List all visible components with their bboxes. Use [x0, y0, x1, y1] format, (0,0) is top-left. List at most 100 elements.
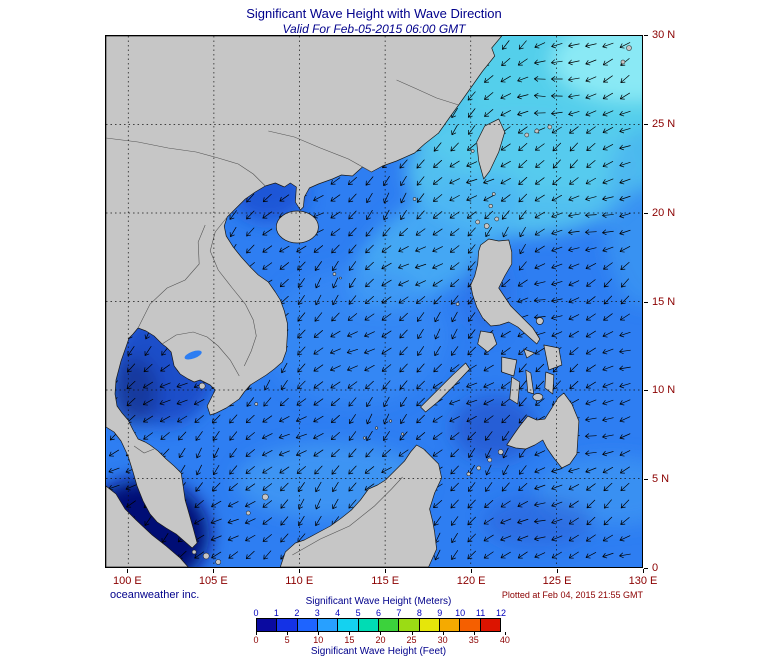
island-masbate	[523, 348, 536, 359]
wave-direction-arrow	[484, 210, 494, 220]
wave-direction-arrow	[365, 295, 374, 305]
wave-direction-arrow	[313, 347, 324, 355]
wave-direction-arrow	[501, 278, 511, 288]
wave-direction-arrow	[143, 381, 154, 389]
island-catanduanes	[535, 317, 544, 325]
wave-direction-arrow	[534, 59, 546, 66]
wave-direction-arrow	[229, 431, 238, 441]
wave-direction-arrow	[347, 313, 358, 321]
wave-direction-arrow	[125, 484, 137, 491]
wave-direction-arrow	[229, 210, 237, 220]
small-islands	[191, 45, 632, 565]
wave-direction-arrow	[416, 176, 425, 186]
wave-direction-arrow	[330, 414, 340, 424]
wave-direction-arrow	[467, 143, 477, 151]
island-taiwan	[476, 118, 506, 180]
wave-direction-arrow	[211, 500, 222, 508]
wave-direction-arrow	[485, 464, 492, 476]
wave-direction-arrow	[602, 195, 614, 202]
wave-direction-arrow	[466, 382, 478, 389]
wave-direction-arrow	[502, 431, 510, 441]
wave-direction-arrow	[449, 160, 460, 168]
wave-direction-arrow	[348, 244, 357, 254]
wave-direction-arrow	[585, 59, 597, 66]
wave-direction-arrow	[467, 227, 476, 237]
wave-direction-arrow	[126, 500, 136, 508]
wave-direction-arrow	[262, 534, 272, 542]
wave-direction-arrow	[330, 431, 340, 441]
wave-direction-arrow	[568, 534, 579, 542]
wave-direction-arrow	[212, 482, 221, 492]
wave-direction-arrow	[534, 501, 546, 508]
wave-direction-arrow	[415, 280, 426, 287]
wave-direction-arrow	[143, 432, 153, 440]
island-bohol	[532, 393, 544, 401]
wave-direction-arrow	[296, 245, 307, 253]
wave-direction-arrow	[568, 517, 579, 525]
wave-direction-arrow	[569, 142, 578, 152]
wave-direction-arrow	[585, 229, 597, 235]
wave-direction-arrow	[176, 382, 188, 389]
wave-direction-arrow	[416, 296, 426, 304]
wave-direction-arrow	[348, 414, 356, 424]
wave-direction-arrow	[313, 364, 324, 372]
wave-direction-arrow	[568, 500, 579, 508]
wave-direction-arrow	[212, 414, 221, 424]
wave-direction-arrow	[262, 450, 273, 457]
island-luzon	[470, 238, 541, 345]
wave-direction-arrow	[586, 534, 596, 542]
wave-direction-arrow	[517, 93, 529, 100]
wave-direction-arrow	[585, 450, 597, 456]
wave-direction-arrow	[620, 517, 630, 525]
wave-direction-arrow	[551, 194, 562, 202]
feet-tick-label: 5	[284, 635, 290, 645]
wave-direction-arrow	[262, 193, 272, 203]
legend-color-cell	[297, 619, 318, 631]
wave-direction-arrow	[551, 59, 563, 66]
wave-direction-arrow	[364, 466, 375, 474]
wave-direction-arrow	[451, 328, 458, 340]
wave-direction-arrow	[246, 397, 254, 407]
credit: oceanweather inc.	[110, 589, 200, 601]
wave-direction-arrow	[586, 126, 596, 134]
wave-direction-arrow	[451, 311, 458, 323]
meters-tick-label: 3	[314, 608, 320, 618]
wave-direction-arrow	[502, 447, 509, 459]
wave-direction-arrow	[519, 243, 526, 255]
legend-color-cell	[338, 619, 359, 631]
wave-direction-arrow	[534, 347, 545, 355]
wave-direction-arrow	[263, 397, 272, 407]
wave-direction-arrow	[314, 465, 323, 475]
wave-direction-arrow	[533, 76, 546, 82]
landmass-mainland-asia	[106, 36, 503, 549]
feet-tick-mark	[380, 632, 382, 635]
wave-direction-arrow	[602, 144, 614, 151]
wave-direction-arrow	[262, 433, 273, 440]
wave-direction-arrow	[229, 414, 238, 424]
wave-direction-arrow	[245, 449, 255, 457]
wave-direction-arrow	[450, 448, 459, 458]
plotted-timestamp: Plotted at Feb 04, 2015 21:55 GMT	[501, 590, 643, 600]
wave-direction-arrow	[585, 93, 597, 100]
wave-direction-arrow	[519, 448, 527, 458]
wave-direction-arrow	[519, 226, 526, 238]
wave-direction-arrow	[569, 177, 579, 185]
wave-direction-arrow	[244, 518, 256, 525]
wave-direction-arrow	[550, 93, 563, 99]
wave-direction-arrow	[604, 499, 612, 509]
wave-direction-arrow	[400, 192, 407, 204]
legend-meters-ticks: 0 1 2 3 4 5 6 7 8 9 10 11 12	[253, 607, 506, 618]
wave-direction-arrow	[585, 246, 597, 253]
meters-tick-label: 5	[355, 608, 361, 618]
wave-direction-arrow	[551, 551, 562, 559]
wave-direction-arrow	[619, 127, 631, 134]
wave-direction-arrow	[245, 534, 256, 542]
wave-direction-arrow	[468, 329, 476, 339]
wave-direction-arrow	[314, 515, 322, 527]
wave-direction-arrow	[552, 142, 562, 152]
wave-direction-arrow	[620, 482, 630, 492]
wave-direction-arrow	[313, 433, 324, 440]
map-frame	[105, 35, 643, 568]
wave-direction-arrow	[297, 482, 305, 492]
wave-direction-arrow	[483, 195, 494, 202]
